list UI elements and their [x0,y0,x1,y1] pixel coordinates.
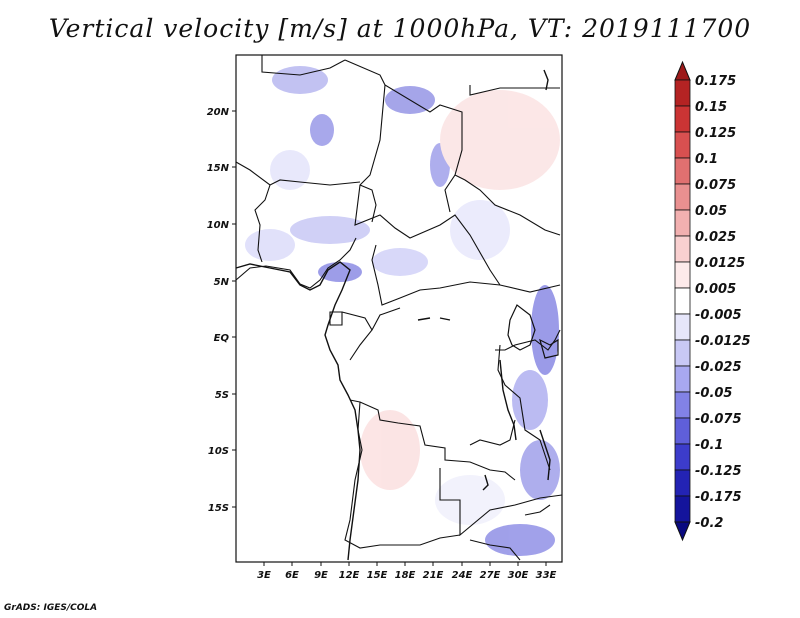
colorbar-swatch [674,287,691,315]
lon-tick-label: 3E [257,570,271,581]
lon-tick-label: 27E [480,570,501,581]
colorbar-swatch [674,495,691,523]
lon-tick-label: 30E [508,570,529,581]
map-frame [235,54,563,563]
colorbar-swatch [674,157,691,185]
colorbar-label: -0.125 [695,464,742,479]
colorbar-swatch [674,105,691,133]
lat-tick-label: 15S [208,503,229,514]
colorbar-label: -0.2 [695,516,723,531]
colorbar-swatch [674,391,691,419]
colorbar-label: -0.175 [695,490,742,505]
colorbar-label: -0.1 [695,438,723,453]
chart-title: Vertical velocity [m/s] at 1000hPa, VT: … [48,14,752,43]
colorbar-label: -0.005 [695,308,742,323]
lat-tick-label: 5N [214,277,230,288]
colorbar: 0.175 0.15 0.125 0.1 0.075 0.05 0.025 0.0125 0.0… [674,60,751,542]
colorbar-swatch [674,417,691,445]
colorbar-label: 0.0125 [695,256,745,271]
lat-tick-label: 5S [215,390,229,401]
colorbar-swatch [674,339,691,367]
lon-tick-label: 15E [367,570,388,581]
colorbar-label: 0.125 [695,126,736,141]
colorbar-bottom-arrow [674,521,691,542]
lon-tick-label: 24E [452,570,473,581]
colorbar-swatch [674,79,691,107]
lat-tick-label: 20N [207,107,230,118]
latitude-labels: 20N 15N 10N 5N EQ 5S 10S 15S [207,107,230,514]
colorbar-swatch [674,365,691,393]
longitude-labels: 3E 6E 9E 12E 15E 18E 21E 24E 27E 30E 33E [257,570,556,581]
longitude-axis [263,562,547,566]
lat-tick-label: EQ [214,333,230,344]
velocity-field [245,66,560,556]
colorbar-top-arrow [674,60,691,81]
country-borders [235,55,563,561]
colorbar-label: 0.15 [695,100,727,115]
colorbar-label: 0.175 [695,74,736,89]
lon-tick-label: 18E [395,570,416,581]
colorbar-swatch [674,131,691,159]
colorbar-label: 0.05 [695,204,727,219]
latitude-axis [232,110,236,508]
lon-tick-label: 9E [314,570,328,581]
colorbar-swatch [674,469,691,497]
colorbar-swatch [674,443,691,471]
colorbar-label: -0.025 [695,360,742,375]
colorbar-label: -0.075 [695,412,742,427]
lat-tick-label: 15N [207,163,230,174]
colorbar-swatch [674,235,691,263]
colorbar-label: 0.1 [695,152,718,167]
lat-tick-label: 10N [207,220,230,231]
colorbar-label: 0.025 [695,230,736,245]
colorbar-label: 0.005 [695,282,736,297]
colorbar-swatch [674,261,691,289]
credit-text: GrADS: IGES/COLA [4,603,98,613]
colorbar-label: 0.075 [695,178,736,193]
colorbar-label: -0.05 [695,386,732,401]
lat-tick-label: 10S [208,446,229,457]
coastline [235,69,559,561]
colorbar-swatch [674,209,691,237]
colorbar-swatch [674,313,691,341]
lon-tick-label: 21E [423,570,444,581]
lon-tick-label: 12E [339,570,360,581]
lon-tick-label: 33E [536,570,557,581]
colorbar-label: -0.0125 [695,334,751,349]
colorbar-swatch [674,183,691,211]
lon-tick-label: 6E [285,570,299,581]
